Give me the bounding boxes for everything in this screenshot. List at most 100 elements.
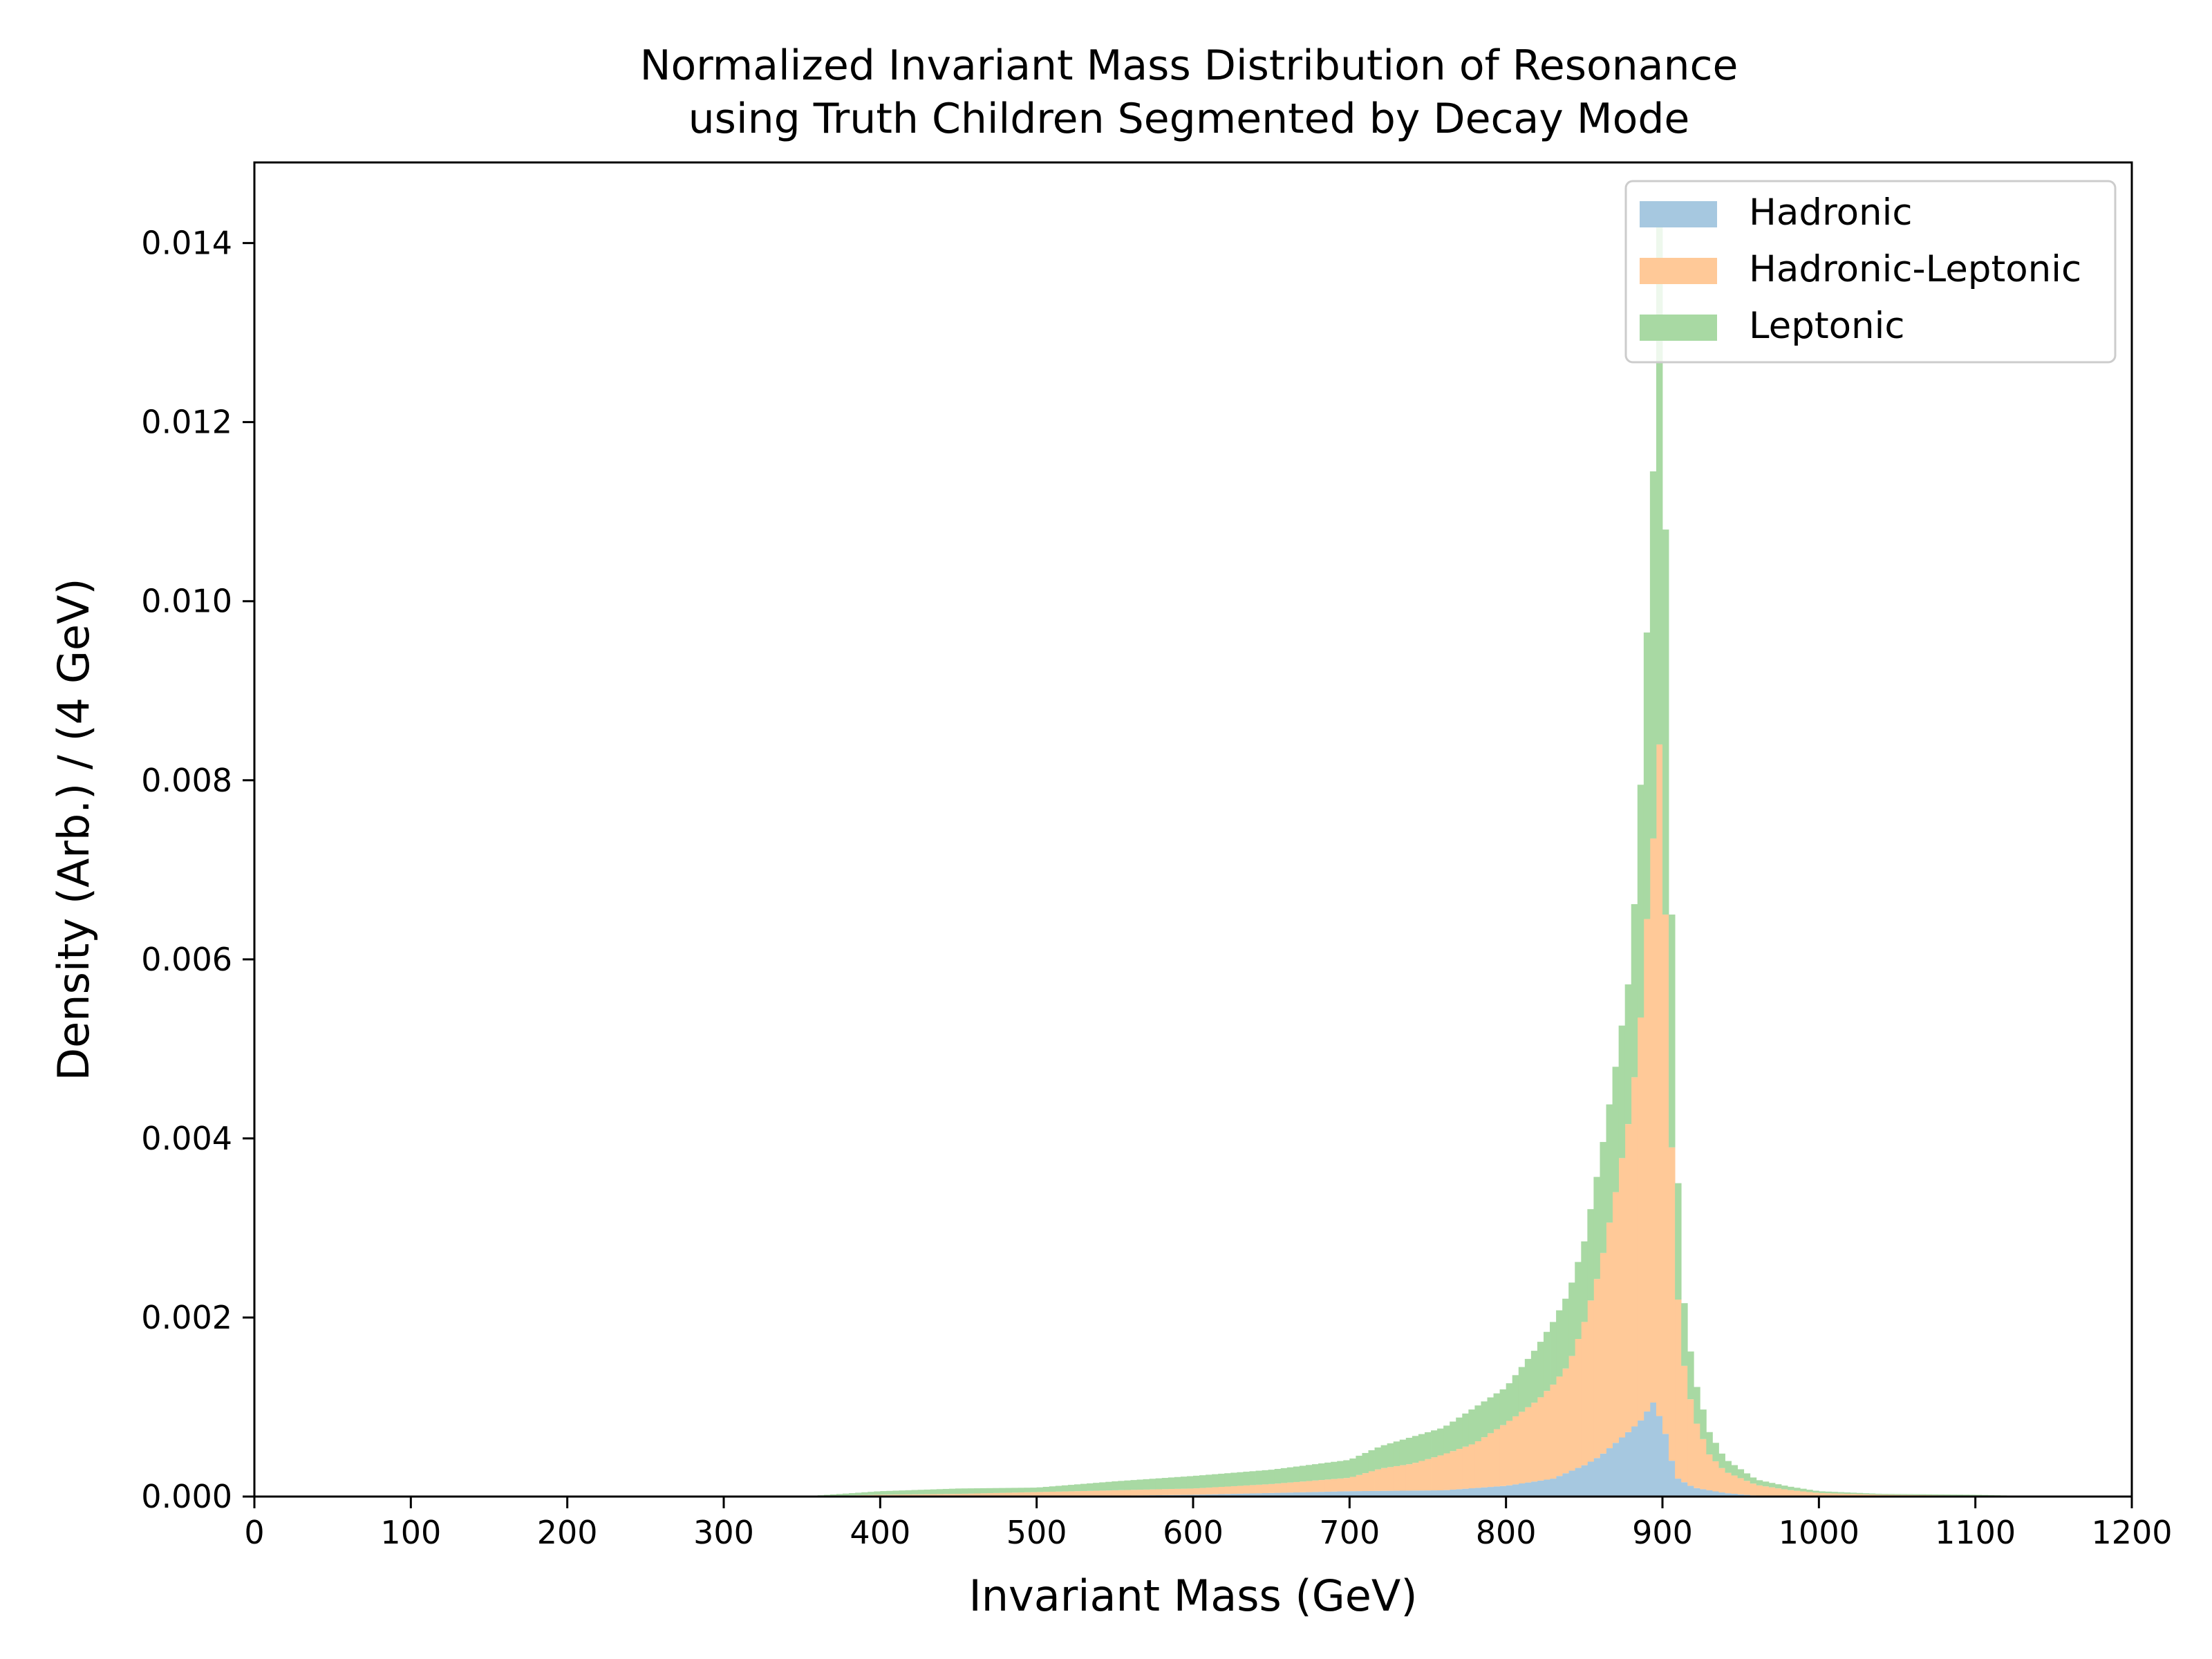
- bar: [1662, 915, 1669, 1434]
- bar: [1349, 1477, 1356, 1492]
- bar: [1224, 1494, 1231, 1497]
- bar: [1337, 1491, 1344, 1497]
- bar: [1112, 1490, 1118, 1496]
- bar: [1456, 1449, 1463, 1490]
- bar: [936, 1489, 944, 1494]
- bar: [1462, 1446, 1469, 1489]
- bar: [1637, 1018, 1644, 1421]
- bar: [1819, 1491, 1826, 1493]
- bar: [1493, 1393, 1501, 1430]
- bar: [1506, 1383, 1513, 1421]
- bar: [1180, 1477, 1188, 1489]
- bar: [1938, 1494, 1944, 1496]
- bar: [1956, 1494, 1963, 1496]
- bar: [1512, 1484, 1519, 1497]
- bar: [1206, 1474, 1212, 1488]
- bar: [1593, 1177, 1600, 1280]
- bar: [948, 1494, 956, 1497]
- bar: [1424, 1432, 1432, 1459]
- bar: [880, 1491, 887, 1495]
- bar: [1856, 1492, 1864, 1494]
- bar: [1931, 1494, 1938, 1496]
- bar: [968, 1488, 975, 1494]
- bar: [1036, 1487, 1044, 1492]
- bar: [1368, 1450, 1375, 1472]
- bar: [1662, 529, 1669, 915]
- x-tick-label: 900: [1632, 1514, 1693, 1551]
- bar: [843, 1493, 850, 1496]
- bar: [1762, 1481, 1770, 1487]
- bar: [1474, 1405, 1481, 1442]
- bar: [1837, 1493, 1844, 1497]
- bar: [1431, 1490, 1438, 1497]
- bar: [1731, 1465, 1738, 1476]
- bar: [855, 1492, 862, 1496]
- y-axis-label: Density (Arb.) / (4 GeV): [48, 578, 99, 1080]
- bar: [1568, 1470, 1575, 1497]
- bar: [1380, 1490, 1388, 1497]
- bar: [1218, 1494, 1225, 1497]
- bar: [1174, 1488, 1181, 1495]
- bar: [1669, 1461, 1676, 1497]
- bar: [1850, 1492, 1857, 1494]
- bar: [1543, 1391, 1550, 1480]
- bar: [1286, 1467, 1294, 1483]
- bar: [1305, 1465, 1313, 1481]
- bar: [1600, 1142, 1606, 1253]
- bar: [962, 1493, 968, 1497]
- bar: [1800, 1491, 1807, 1497]
- bar: [1105, 1490, 1112, 1496]
- bar: [1700, 1489, 1707, 1497]
- bar: [1362, 1452, 1369, 1474]
- bar: [1036, 1492, 1044, 1497]
- bar: [1268, 1483, 1275, 1493]
- bar: [1118, 1490, 1125, 1496]
- bar: [1493, 1486, 1501, 1497]
- y-tick-label: 0.010: [141, 583, 232, 620]
- bar: [986, 1488, 993, 1494]
- bar: [1575, 1262, 1582, 1340]
- bar: [1286, 1492, 1294, 1497]
- bar: [1518, 1483, 1526, 1497]
- bar: [1212, 1487, 1219, 1494]
- bar: [1112, 1481, 1118, 1490]
- bar: [1831, 1492, 1838, 1494]
- bar: [1737, 1469, 1745, 1479]
- bar: [1293, 1492, 1300, 1497]
- bar: [1694, 1387, 1700, 1424]
- bar: [1186, 1476, 1194, 1489]
- bar: [917, 1494, 925, 1497]
- x-tick-label: 1100: [1935, 1514, 2016, 1551]
- bar: [1550, 1322, 1557, 1385]
- bar: [1524, 1358, 1532, 1407]
- legend-box: [1624, 180, 2117, 364]
- bar: [1224, 1473, 1231, 1487]
- bar: [917, 1490, 925, 1494]
- bar: [1280, 1468, 1288, 1483]
- x-tick-label: 0: [244, 1514, 264, 1551]
- bar: [1274, 1469, 1282, 1484]
- bar: [1262, 1493, 1269, 1497]
- bar: [1612, 1192, 1620, 1443]
- bar: [1149, 1479, 1156, 1490]
- bar: [930, 1489, 937, 1494]
- bar: [1024, 1492, 1031, 1497]
- bar: [1055, 1485, 1062, 1492]
- bar: [1631, 1426, 1638, 1497]
- bar: [1694, 1423, 1700, 1488]
- bar: [1199, 1488, 1206, 1495]
- bar: [1593, 1279, 1600, 1459]
- bar: [1506, 1485, 1513, 1497]
- bar: [1212, 1494, 1219, 1497]
- bar: [1600, 1253, 1606, 1454]
- bar: [1725, 1493, 1732, 1497]
- bar: [1675, 1479, 1682, 1497]
- bar: [1524, 1407, 1532, 1483]
- bar: [1774, 1484, 1782, 1489]
- bar: [1530, 1351, 1538, 1403]
- bar: [1168, 1489, 1175, 1495]
- bar: [1862, 1494, 1870, 1497]
- bar: [1737, 1478, 1745, 1494]
- bar: [823, 1494, 831, 1497]
- bar: [1506, 1421, 1513, 1485]
